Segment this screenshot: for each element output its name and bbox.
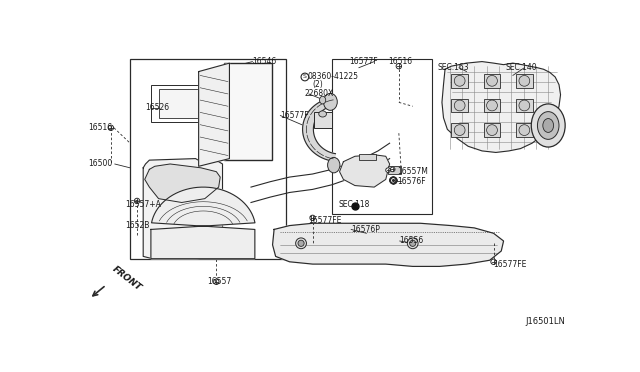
Text: 16576P: 16576P bbox=[351, 225, 380, 234]
Ellipse shape bbox=[386, 168, 390, 173]
Ellipse shape bbox=[454, 125, 465, 135]
Text: 08360-41225: 08360-41225 bbox=[307, 73, 358, 81]
Ellipse shape bbox=[410, 240, 416, 246]
Ellipse shape bbox=[486, 76, 497, 86]
Ellipse shape bbox=[454, 100, 465, 111]
Ellipse shape bbox=[328, 157, 340, 173]
Text: 16516: 16516 bbox=[88, 123, 112, 132]
Text: 16557+A: 16557+A bbox=[125, 200, 161, 209]
Ellipse shape bbox=[390, 177, 396, 183]
Text: 16577F: 16577F bbox=[349, 57, 378, 66]
Ellipse shape bbox=[538, 112, 559, 140]
Text: J16501LN: J16501LN bbox=[525, 317, 565, 326]
Polygon shape bbox=[143, 158, 223, 259]
Text: 16577F: 16577F bbox=[280, 111, 309, 120]
Polygon shape bbox=[198, 63, 230, 166]
Polygon shape bbox=[151, 187, 255, 259]
Bar bbox=[159, 89, 201, 118]
Text: 16577FE: 16577FE bbox=[493, 260, 527, 269]
Polygon shape bbox=[303, 97, 335, 161]
Ellipse shape bbox=[491, 259, 496, 264]
Polygon shape bbox=[145, 164, 220, 202]
Polygon shape bbox=[273, 223, 504, 266]
Ellipse shape bbox=[519, 76, 530, 86]
Text: 16526: 16526 bbox=[145, 103, 169, 112]
Ellipse shape bbox=[519, 100, 530, 111]
Bar bbox=[151, 85, 209, 122]
Bar bbox=[130, 58, 285, 259]
Ellipse shape bbox=[323, 93, 337, 110]
Text: (2): (2) bbox=[312, 80, 323, 89]
Polygon shape bbox=[442, 62, 561, 153]
Ellipse shape bbox=[390, 167, 395, 172]
Ellipse shape bbox=[454, 76, 465, 86]
Bar bbox=[314, 112, 332, 128]
Bar bbox=[516, 74, 533, 88]
Polygon shape bbox=[340, 155, 390, 187]
Bar bbox=[388, 166, 401, 174]
Text: 16577FE: 16577FE bbox=[308, 216, 341, 225]
Text: 16557M: 16557M bbox=[397, 167, 428, 176]
Ellipse shape bbox=[319, 111, 326, 117]
Bar bbox=[516, 123, 533, 137]
Text: 22680X: 22680X bbox=[305, 89, 334, 99]
Ellipse shape bbox=[396, 64, 401, 69]
Text: 16576F: 16576F bbox=[397, 177, 426, 186]
Bar bbox=[451, 123, 468, 137]
Text: 16557: 16557 bbox=[207, 277, 232, 286]
Text: S: S bbox=[303, 74, 307, 80]
Ellipse shape bbox=[531, 104, 565, 147]
Ellipse shape bbox=[108, 125, 113, 131]
Ellipse shape bbox=[310, 215, 316, 221]
Bar bbox=[484, 99, 500, 112]
Bar bbox=[451, 74, 468, 88]
Bar bbox=[484, 123, 500, 137]
Bar bbox=[451, 99, 468, 112]
Ellipse shape bbox=[519, 125, 530, 135]
Text: SEC.140: SEC.140 bbox=[505, 63, 537, 72]
Ellipse shape bbox=[296, 238, 307, 249]
Ellipse shape bbox=[486, 100, 497, 111]
Bar bbox=[516, 99, 533, 112]
Ellipse shape bbox=[214, 279, 219, 285]
Ellipse shape bbox=[319, 96, 326, 104]
Text: 16516: 16516 bbox=[388, 57, 412, 66]
Bar bbox=[332, 58, 432, 214]
Bar bbox=[224, 63, 272, 160]
Bar bbox=[359, 154, 376, 160]
Text: SEC.163: SEC.163 bbox=[437, 63, 469, 72]
Ellipse shape bbox=[134, 198, 140, 203]
Text: 1652B: 1652B bbox=[125, 221, 149, 230]
Bar bbox=[484, 74, 500, 88]
Text: 16546: 16546 bbox=[253, 57, 276, 66]
Ellipse shape bbox=[301, 73, 308, 81]
Ellipse shape bbox=[486, 125, 497, 135]
Text: 16500: 16500 bbox=[88, 160, 112, 169]
Ellipse shape bbox=[298, 240, 304, 246]
Text: 16556: 16556 bbox=[399, 237, 424, 246]
Text: SEC.118: SEC.118 bbox=[338, 199, 369, 209]
Text: FRONT: FRONT bbox=[110, 264, 143, 293]
Ellipse shape bbox=[543, 119, 554, 132]
Ellipse shape bbox=[407, 238, 418, 249]
